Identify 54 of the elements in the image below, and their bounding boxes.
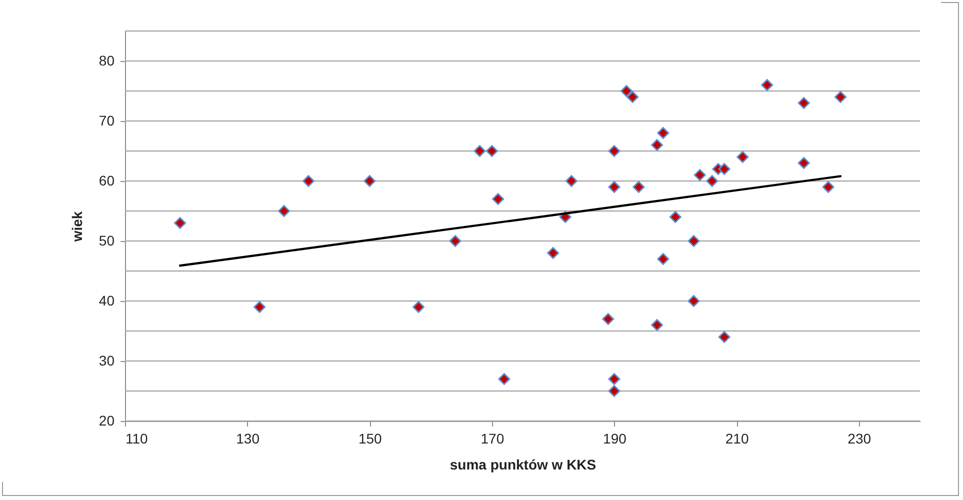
x-tick-label: 170 <box>480 430 504 446</box>
x-tick-label: 230 <box>848 430 872 446</box>
point <box>278 205 290 217</box>
y-tick-label: 60 <box>98 172 115 188</box>
x-tick-label: 210 <box>725 430 749 446</box>
point <box>254 301 266 313</box>
point <box>688 295 700 307</box>
point <box>657 253 670 265</box>
point <box>834 91 846 103</box>
point <box>174 217 186 229</box>
point <box>632 181 645 193</box>
point <box>565 175 578 187</box>
x-tick-label: 130 <box>236 430 260 446</box>
point <box>651 139 664 151</box>
x-axis-title: suma punktów w KKS <box>450 456 596 472</box>
point <box>486 145 498 157</box>
y-tick-label: 70 <box>98 112 115 128</box>
point <box>626 91 639 103</box>
point <box>608 145 620 157</box>
point <box>547 247 560 259</box>
x-tick-label: 150 <box>358 430 382 446</box>
point <box>474 145 486 157</box>
y-tick-label: 50 <box>98 232 115 248</box>
point <box>694 169 706 181</box>
point <box>364 175 376 187</box>
y-tick-label: 80 <box>98 52 115 68</box>
y-axis-title: wiek <box>68 211 85 243</box>
y-tick-label: 20 <box>98 412 115 428</box>
point <box>798 97 810 109</box>
point <box>761 79 774 91</box>
point <box>608 385 620 397</box>
point <box>669 211 682 223</box>
point <box>602 313 614 325</box>
point <box>449 235 462 247</box>
point <box>706 175 718 187</box>
point <box>498 373 510 385</box>
point <box>657 127 670 139</box>
point <box>688 235 700 247</box>
point <box>608 181 620 193</box>
y-tick-label: 40 <box>98 292 115 308</box>
x-tick-label: 110 <box>126 430 148 446</box>
point <box>798 157 810 169</box>
point <box>608 373 620 385</box>
point <box>718 163 730 175</box>
point <box>736 151 749 163</box>
y-tick-label: 30 <box>98 352 115 368</box>
x-tick-label: 190 <box>603 430 627 446</box>
point <box>651 319 664 331</box>
point <box>620 85 632 97</box>
point <box>492 193 504 205</box>
point <box>718 331 730 343</box>
point <box>822 181 834 193</box>
point <box>302 175 314 187</box>
point <box>412 301 425 313</box>
